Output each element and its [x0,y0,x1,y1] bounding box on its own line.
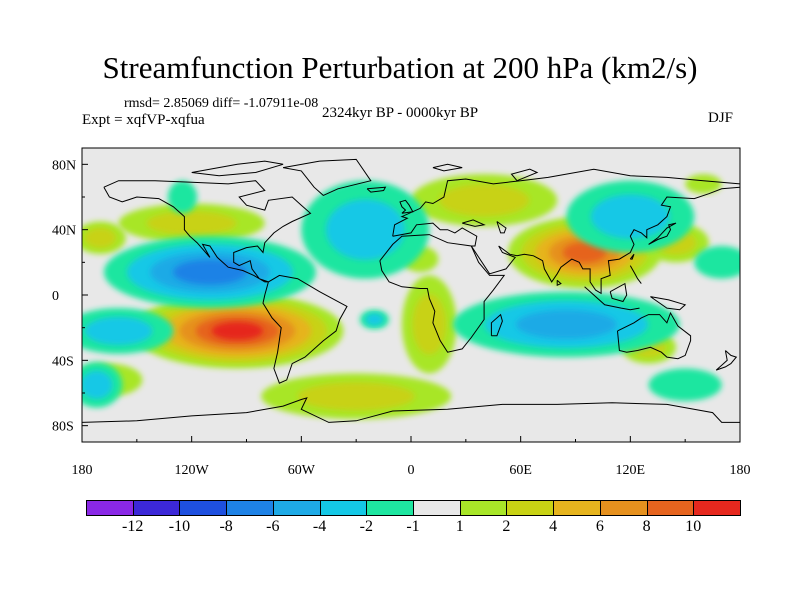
anomaly-contour [648,368,722,402]
anomaly-contour [694,246,740,279]
lon-label: 120W [175,463,210,478]
coastline [584,286,640,311]
map-title: Streamfunction Perturbation at 200 hPa (… [102,50,698,85]
colorbar-label: -1 [406,518,420,535]
coastline [432,163,463,172]
colorbar-swatch [646,500,695,516]
colorbar-label: -10 [168,518,191,535]
colorbar-swatch [366,500,414,516]
anomaly-contour [562,242,607,263]
colorbar-label: -8 [219,518,233,535]
experiment-label: Expt = xqfVP-xqfua [82,112,205,128]
coastline [392,168,740,237]
lat-label: 80S [52,420,74,435]
anomaly-contour [82,370,113,399]
lat-label: 0 [52,289,59,304]
lon-label: 60E [509,463,532,478]
colorbar-swatch [132,500,181,516]
coastline [617,311,692,360]
colorbar-swatch [226,500,274,516]
colorbar-label: -4 [312,518,327,535]
colorbar-label: 10 [685,518,702,535]
coastline [283,158,372,196]
colorbar-swatch [179,500,228,516]
lon-label: 180 [730,463,751,478]
colorbar-label: 8 [642,518,651,535]
colorbar-swatch [272,500,321,516]
anomaly-contour [211,321,264,341]
coastline [399,199,414,214]
coastline [510,168,539,182]
coastline [609,282,628,303]
colorbar-swatch [693,500,741,516]
colorbar-swatch [553,500,601,516]
coastline [650,296,687,311]
colorbar-swatch [86,500,134,516]
colorbar-label: -2 [359,518,373,535]
period-label: 2324kyr BP - 0000kyr BP [322,105,479,121]
colorbar-label: 6 [595,518,604,535]
coastline [392,186,740,295]
coastline [103,180,312,283]
colorbar-label: 1 [455,518,464,535]
colorbar-swatch [319,500,368,516]
anomaly-contour [439,184,530,217]
coastline [191,160,284,177]
lat-label: 80N [52,158,76,173]
colorbar-swatch [506,500,555,516]
anomaly-contour [84,316,153,346]
colorbar-swatch [459,500,508,516]
colorbar-swatch [413,500,461,516]
anomaly-contour [685,174,722,194]
coastline [366,186,387,193]
colorbar-label: -6 [266,518,280,535]
lon-label: 120E [616,463,646,478]
anomaly-contour [146,211,237,236]
lat-label: 40S [52,354,74,369]
anomaly-contour [173,259,247,285]
coastline [82,397,740,423]
lon-label: 60W [288,463,316,478]
map-area [81,147,741,443]
anomaly-contour [297,382,415,411]
colorbar-label: -12 [122,518,144,535]
colorbar-label: 4 [549,518,558,535]
lat-label: 40N [52,224,76,239]
anomaly-contour [325,199,405,260]
lon-label: 0 [408,463,415,478]
coastline [490,313,503,337]
colorbar-swatch [599,500,648,516]
anomaly-contour [167,180,198,214]
coastline [629,265,642,284]
coastline [715,350,738,371]
coastline [262,274,348,384]
anomaly-contour [412,294,447,355]
coastline [379,234,506,353]
anomaly-contour [365,313,384,326]
coastline [556,279,562,286]
stats-line: rmsd= 2.85069 diff= -1.07911e-08 [124,96,319,111]
coastline [648,222,677,245]
coastline [629,253,635,260]
anomaly-contour [590,194,670,239]
anomaly-contour [84,227,117,248]
anomaly-contour [515,309,617,339]
coastline [496,221,507,234]
lon-label: 180 [72,463,93,478]
coastline [462,219,486,227]
season-label: DJF [708,110,734,126]
colorbar-label: 2 [502,518,511,535]
